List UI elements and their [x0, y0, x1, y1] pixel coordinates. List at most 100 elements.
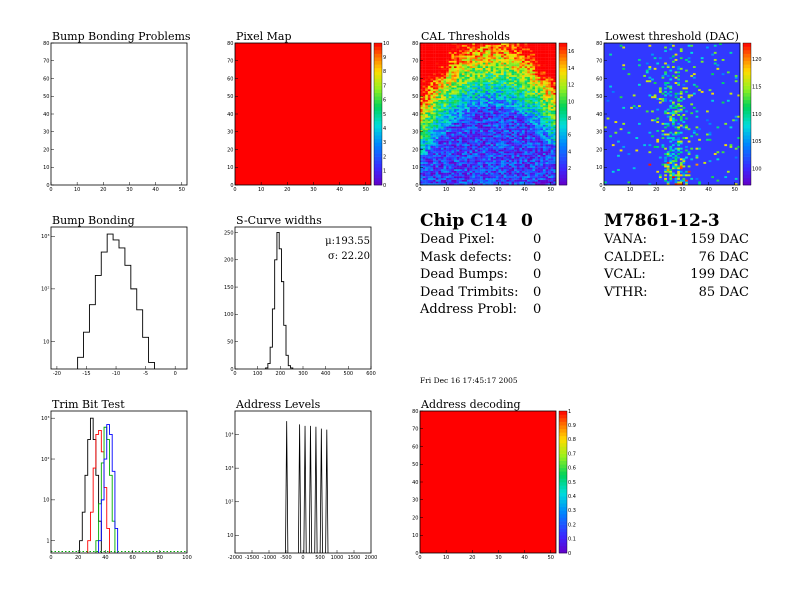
- heatmap-cell: [464, 92, 468, 95]
- heatmap-cell: [548, 71, 551, 74]
- heatmap-cell: [532, 67, 536, 70]
- heatmap-cell: [420, 73, 423, 76]
- heatmap-cell: [514, 110, 517, 113]
- heatmap-cell: [540, 170, 544, 173]
- heatmap-cell: [474, 87, 478, 90]
- heatmap-cell: [661, 66, 665, 68]
- heatmap-cell: [459, 115, 462, 118]
- heatmap-cell: [422, 108, 426, 111]
- heatmap-cell: [527, 87, 530, 90]
- heatmap-cell: [425, 142, 428, 145]
- heatmap-cell: [519, 151, 523, 154]
- heatmap-cell: [459, 80, 462, 83]
- heatmap-cell: [692, 73, 696, 76]
- heatmap-cell: [459, 183, 462, 186]
- heatmap-cell: [467, 69, 470, 72]
- heatmap-cell: [519, 122, 523, 125]
- heatmap-cell: [420, 50, 423, 53]
- heatmap-cell: [506, 133, 510, 136]
- heatmap-cell: [482, 44, 486, 47]
- heatmap-cell: [422, 165, 426, 168]
- heatmap-cell: [527, 167, 530, 170]
- heatmap-cell: [422, 151, 426, 154]
- heatmap-cell: [474, 153, 478, 155]
- heatmap-cell: [488, 51, 491, 54]
- heatmap-cell: [456, 105, 460, 108]
- heatmap-cell: [430, 135, 434, 138]
- heatmap-cell: [527, 43, 530, 45]
- heatmap-cell: [474, 94, 478, 97]
- heatmap-cell: [617, 154, 620, 157]
- heatmap-cell: [495, 58, 499, 61]
- heatmap-cell: [716, 179, 720, 182]
- heatmap-cell: [532, 82, 536, 84]
- heatmap-cell: [430, 156, 434, 159]
- heatmap-cell: [508, 169, 512, 171]
- heatmap-cell: [485, 82, 489, 84]
- heatmap-cell: [729, 144, 733, 147]
- heatmap-cell: [679, 167, 683, 170]
- heatmap-cell: [711, 99, 714, 102]
- heatmap-cell: [464, 138, 468, 141]
- heatmap-cell: [508, 181, 512, 184]
- heatmap-cell: [666, 183, 670, 186]
- heatmap-cell: [514, 85, 517, 88]
- heatmap-cell: [685, 58, 688, 61]
- heatmap-cell: [488, 94, 491, 97]
- heatmap-cell: [506, 44, 510, 47]
- heatmap-cell: [527, 133, 530, 136]
- heatmap-cell: [459, 58, 462, 61]
- heatmap-cell: [540, 48, 544, 51]
- heatmap-cell: [522, 137, 525, 139]
- heatmap-cell: [550, 89, 554, 92]
- heatmap-cell: [469, 158, 473, 161]
- heatmap-cell: [550, 151, 554, 154]
- heatmap-cell: [553, 58, 557, 61]
- heatmap-cell: [542, 156, 546, 159]
- heatmap-cell: [459, 46, 462, 49]
- colorbar-step: [743, 181, 751, 186]
- heatmap-cell: [540, 53, 544, 56]
- heatmap-cell: [467, 96, 470, 99]
- heatmap-cell: [498, 103, 502, 106]
- heatmap-cell: [433, 43, 436, 45]
- heatmap-cell: [467, 124, 470, 127]
- heatmap-cell: [448, 80, 452, 83]
- heatmap-cell: [522, 129, 525, 132]
- heatmap-cell: [480, 138, 483, 141]
- heatmap-cell: [498, 172, 502, 175]
- heatmap-cell: [461, 57, 465, 60]
- heatmap-cell: [540, 117, 544, 120]
- heatmap-cell: [527, 67, 530, 70]
- heatmap-cell: [537, 76, 541, 79]
- heatmap-cell: [524, 67, 528, 70]
- heatmap-cell: [467, 43, 470, 45]
- heatmap-cell: [522, 169, 525, 171]
- heatmap-cell: [503, 147, 507, 150]
- heatmap-cell: [506, 80, 510, 83]
- heatmap-cell: [537, 154, 541, 157]
- heatmap-cell: [674, 142, 678, 145]
- heatmap-cell: [542, 112, 546, 115]
- heatmap-cell: [430, 161, 434, 164]
- heatmap-cell: [542, 115, 546, 118]
- heatmap-cell: [516, 160, 520, 163]
- heatmap-cell: [461, 174, 465, 177]
- heatmap-cell: [713, 62, 717, 65]
- heatmap-cell: [443, 78, 447, 81]
- heatmap-cell: [490, 119, 494, 122]
- heatmap-cell: [514, 176, 517, 179]
- heatmap-cell: [472, 179, 476, 182]
- heatmap-cell: [459, 129, 462, 132]
- x-tick-label: 100: [182, 555, 192, 561]
- heatmap-cell: [464, 124, 468, 127]
- heatmap-cell: [420, 83, 423, 86]
- heatmap-cell: [542, 106, 546, 109]
- heatmap-cell: [632, 94, 636, 97]
- heatmap-cell: [446, 69, 449, 72]
- heatmap-cell: [535, 92, 538, 95]
- heatmap-cell: [514, 140, 517, 143]
- colorbar-step: [743, 177, 751, 182]
- heatmap-cell: [669, 106, 673, 109]
- heatmap-cell: [529, 154, 533, 157]
